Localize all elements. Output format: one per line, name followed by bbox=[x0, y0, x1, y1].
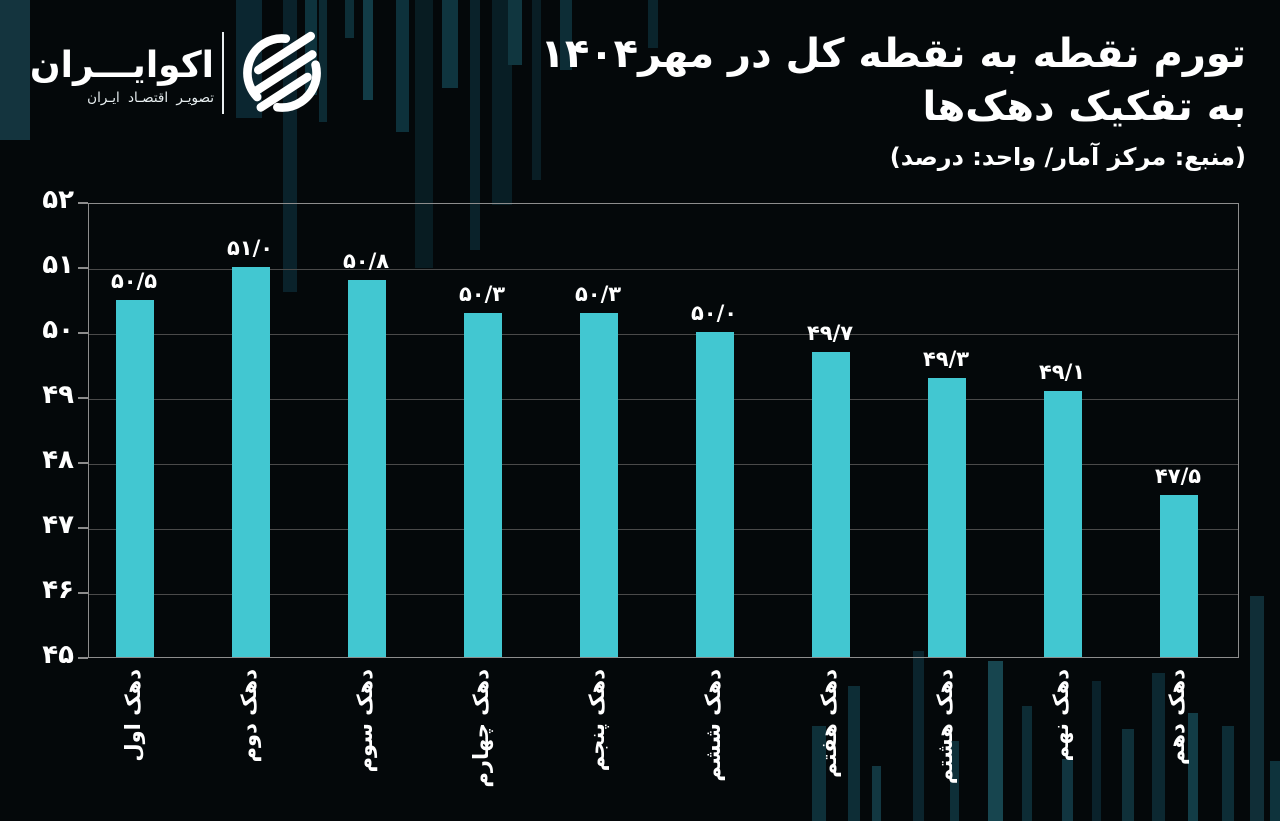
chart-source-note: (منبع: مرکز آمار/ واحد: درصد) bbox=[889, 143, 1246, 171]
bar-value-label: ۵۰/۵ bbox=[110, 268, 158, 293]
bar-value-label: ۴۹/۷ bbox=[806, 320, 854, 345]
bar-value-label: ۵۱/۰ bbox=[226, 236, 274, 260]
x-category-label: دهک سوم bbox=[353, 669, 377, 773]
y-axis-tick bbox=[78, 202, 88, 204]
x-category-label: دهک دوم bbox=[237, 669, 261, 763]
x-category-label: دهک چهارم bbox=[469, 669, 493, 788]
brand-name: اکوایـــران bbox=[29, 45, 214, 87]
bar-value-label: ۵۰/۰ bbox=[690, 301, 738, 325]
bar bbox=[1160, 494, 1198, 657]
bar-value-label: ۴۹/۱ bbox=[1038, 359, 1086, 384]
ecoiran-globe-icon bbox=[243, 31, 321, 112]
brand-tagline: تصویـر اقتصـاد ایـران bbox=[87, 89, 214, 106]
y-gridline bbox=[89, 268, 1238, 270]
ecoiran-logo: اکوایـــران تصویـر اقتصـاد ایـران bbox=[29, 22, 334, 124]
chart-title-line1: تورم نقطه به نقطه کل در مهر۱۴۰۴ bbox=[540, 31, 1246, 77]
y-gridline bbox=[89, 398, 1238, 400]
title-block: تورم نقطه به نقطه کل در مهر۱۴۰۴ به تفکیک… bbox=[540, 28, 1246, 171]
x-category-label: دهک هفتم bbox=[817, 669, 841, 778]
x-category-label: دهک اول bbox=[121, 669, 145, 762]
y-axis-tick bbox=[78, 592, 88, 594]
bar-value-label: ۵۰/۸ bbox=[342, 249, 390, 273]
brand-text-block: اکوایـــران تصویـر اقتصـاد ایـران bbox=[29, 45, 214, 106]
bar-value-label: ۵۰/۳ bbox=[458, 281, 506, 306]
bar bbox=[812, 351, 850, 657]
bar-value-label: ۴۹/۳ bbox=[922, 346, 970, 371]
y-axis-tick-label: ۴۹ bbox=[42, 380, 74, 410]
bar-value-label: ۵۰/۳ bbox=[574, 281, 622, 306]
x-category-label: دهک دهم bbox=[1165, 669, 1189, 765]
y-axis-tick bbox=[78, 397, 88, 399]
bar bbox=[464, 312, 502, 657]
bar bbox=[1044, 390, 1082, 657]
y-axis-tick-label: ۴۵ bbox=[42, 640, 74, 670]
y-axis-tick-label: ۴۸ bbox=[42, 445, 74, 475]
bar bbox=[116, 299, 154, 657]
bar-value-label: ۴۷/۵ bbox=[1154, 463, 1202, 488]
x-category-label: دهک ششم bbox=[701, 669, 725, 782]
bar bbox=[696, 332, 734, 657]
y-gridline bbox=[89, 528, 1238, 530]
y-axis-tick-label: ۵۰ bbox=[42, 315, 74, 345]
y-axis-tick-label: ۴۷ bbox=[42, 510, 74, 540]
y-axis-tick bbox=[78, 267, 88, 269]
y-axis-tick bbox=[78, 332, 88, 334]
y-gridline bbox=[89, 463, 1238, 465]
x-category-label: دهک هشتم bbox=[933, 669, 957, 785]
bar bbox=[580, 312, 618, 657]
chart-title-line2: به تفکیک دهک‌ها bbox=[922, 84, 1246, 130]
y-gridline bbox=[89, 333, 1238, 335]
y-axis-tick bbox=[78, 657, 88, 659]
y-axis-tick bbox=[78, 527, 88, 529]
plot-area bbox=[88, 203, 1239, 658]
x-category-label: دهک نهم bbox=[1049, 669, 1073, 762]
bar bbox=[348, 280, 386, 657]
y-gridline bbox=[89, 593, 1238, 595]
y-axis-tick-label: ۵۱ bbox=[42, 250, 74, 280]
y-axis-tick-label: ۴۶ bbox=[42, 575, 74, 605]
bar bbox=[232, 267, 270, 657]
bar bbox=[928, 377, 966, 657]
x-category-label: دهک پنجم bbox=[585, 669, 609, 772]
y-axis-tick bbox=[78, 462, 88, 464]
y-axis-tick-label: ۵۲ bbox=[42, 185, 74, 215]
logo-divider bbox=[222, 32, 224, 114]
